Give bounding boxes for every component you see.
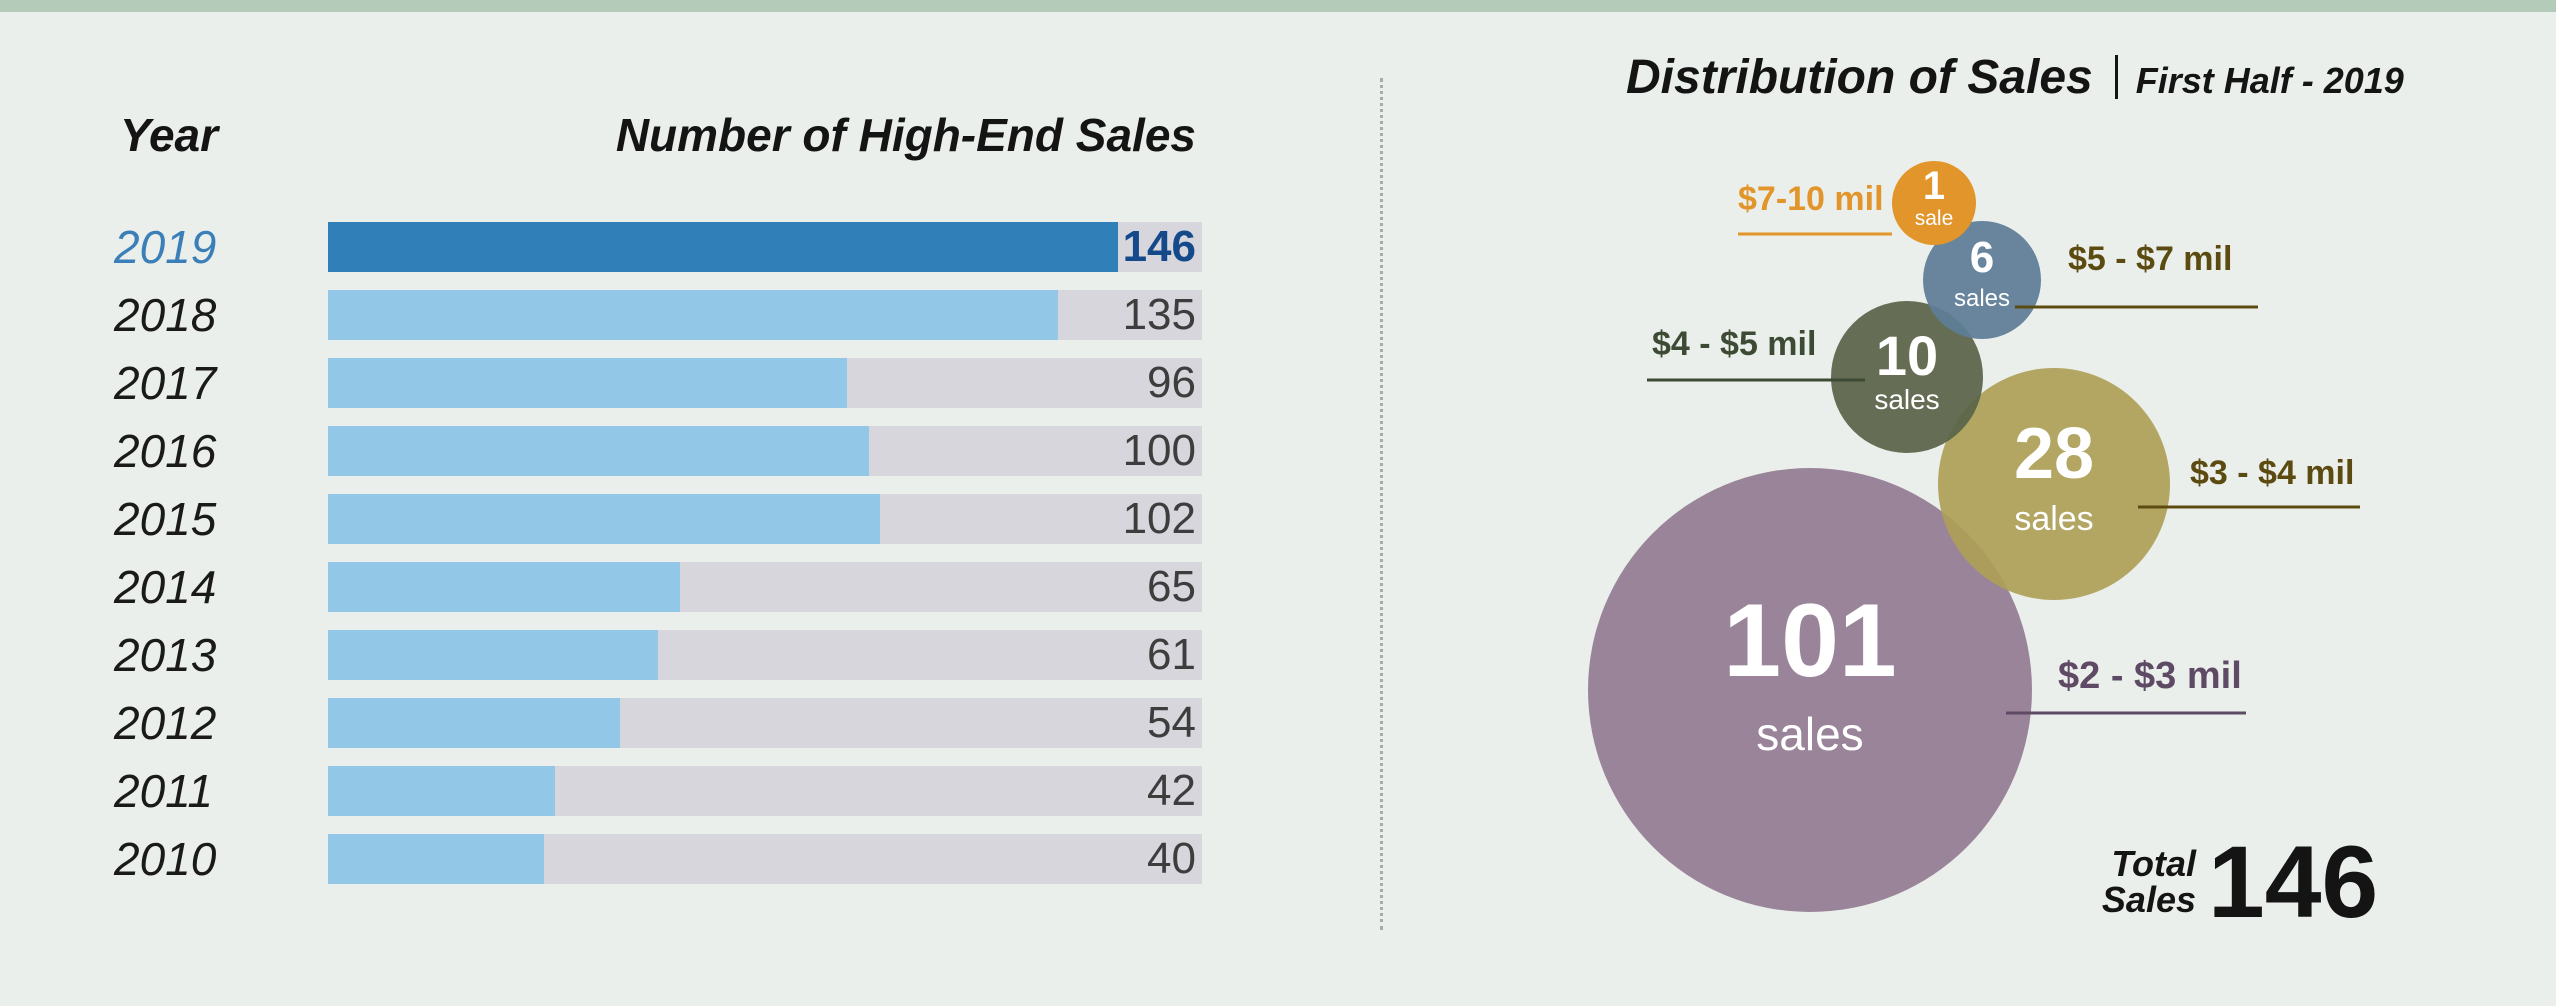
- year-column-header: Year: [120, 109, 219, 161]
- bubble-count-28: 28: [2014, 414, 2094, 494]
- bubble-count-1: 1: [1923, 164, 1945, 208]
- bar-2012: [328, 698, 620, 748]
- year-label-2015: 2015: [114, 493, 217, 545]
- range-label-1: $7-10 mil: [1738, 180, 1884, 218]
- year-label-2018: 2018: [114, 289, 217, 341]
- bubble-6: [1923, 221, 2041, 339]
- bar-2018: [328, 290, 1058, 340]
- bar-track-2017: 96: [328, 358, 1202, 408]
- bubble-count-6: 6: [1970, 233, 1994, 282]
- year-label-2017: 2017: [114, 357, 217, 409]
- bubble-unit-28: sales: [2014, 500, 2093, 538]
- bar-track-2019: 146: [328, 222, 1202, 272]
- bar-value-2019: 146: [1122, 222, 1196, 271]
- bubble-101: [1588, 468, 2032, 912]
- bar-value-2011: 42: [1147, 766, 1196, 815]
- bar-2010: [328, 834, 544, 884]
- bar-2011: [328, 766, 555, 816]
- title-separator: [2114, 55, 2118, 99]
- chart-subtitle: First Half - 2019: [2135, 60, 2404, 101]
- bar-2014: [328, 562, 680, 612]
- bar-track-2010: 40: [328, 834, 1202, 884]
- bar-track-2016: 100: [328, 426, 1202, 476]
- year-label-2016: 2016: [114, 425, 217, 477]
- year-label-2013: 2013: [114, 629, 217, 681]
- bar-2015: [328, 494, 880, 544]
- range-label-101: $2 - $3 mil: [2058, 655, 2242, 697]
- bar-value-2012: 54: [1147, 698, 1196, 747]
- bar-value-2018: 135: [1122, 290, 1196, 339]
- bubble-unit-10: sales: [1874, 384, 1939, 415]
- bar-value-2016: 100: [1122, 426, 1196, 475]
- bar-value-2013: 61: [1147, 630, 1196, 679]
- bar-track-2012: 54: [328, 698, 1202, 748]
- bar-track-2011: 42: [328, 766, 1202, 816]
- bubble-unit-1: sale: [1915, 207, 1954, 230]
- bar-track-2015: 102: [328, 494, 1202, 544]
- bubble-count-101: 101: [1723, 583, 1897, 699]
- bubble-1: [1892, 161, 1976, 245]
- total-sales-value: 146: [2208, 825, 2379, 939]
- bar-value-2017: 96: [1147, 358, 1196, 407]
- bar-track-2013: 61: [328, 630, 1202, 680]
- top-stripe: [0, 0, 2556, 12]
- range-label-10: $4 - $5 mil: [1652, 325, 1816, 363]
- chart-title: Distribution of Sales: [1626, 51, 2093, 104]
- bar-2016: [328, 426, 869, 476]
- year-label-2014: 2014: [114, 561, 217, 613]
- section-divider: [1380, 78, 1383, 930]
- bar-track-2014: 65: [328, 562, 1202, 612]
- bar-2013: [328, 630, 658, 680]
- bubble-10: [1831, 301, 1983, 453]
- total-label-line2: Sales: [2101, 879, 2196, 920]
- year-label-2012: 2012: [114, 697, 217, 749]
- bubble-28: [1938, 368, 2170, 600]
- bar-track-2018: 135: [328, 290, 1202, 340]
- total-sales-label: Total Sales: [2100, 846, 2196, 918]
- bubble-unit-101: sales: [1756, 708, 1863, 760]
- bubble-count-10: 10: [1876, 324, 1938, 387]
- bar-value-2010: 40: [1147, 834, 1196, 883]
- bar-2017: [328, 358, 847, 408]
- bar-value-2014: 65: [1147, 562, 1196, 611]
- year-label-2011: 2011: [114, 765, 213, 817]
- bubble-chart-title: Distribution of Sales First Half - 2019: [1626, 50, 2404, 105]
- sales-column-header: Number of High-End Sales: [615, 109, 1196, 161]
- bar-value-2015: 102: [1122, 494, 1196, 543]
- year-label-2010: 2010: [114, 833, 217, 885]
- bar-2019: [328, 222, 1118, 272]
- total-label-line1: Total: [2111, 843, 2196, 884]
- range-label-28: $3 - $4 mil: [2190, 454, 2354, 492]
- range-label-6: $5 - $7 mil: [2068, 240, 2232, 278]
- bubble-unit-6: sales: [1954, 285, 2010, 312]
- year-label-2019: 2019: [114, 221, 217, 273]
